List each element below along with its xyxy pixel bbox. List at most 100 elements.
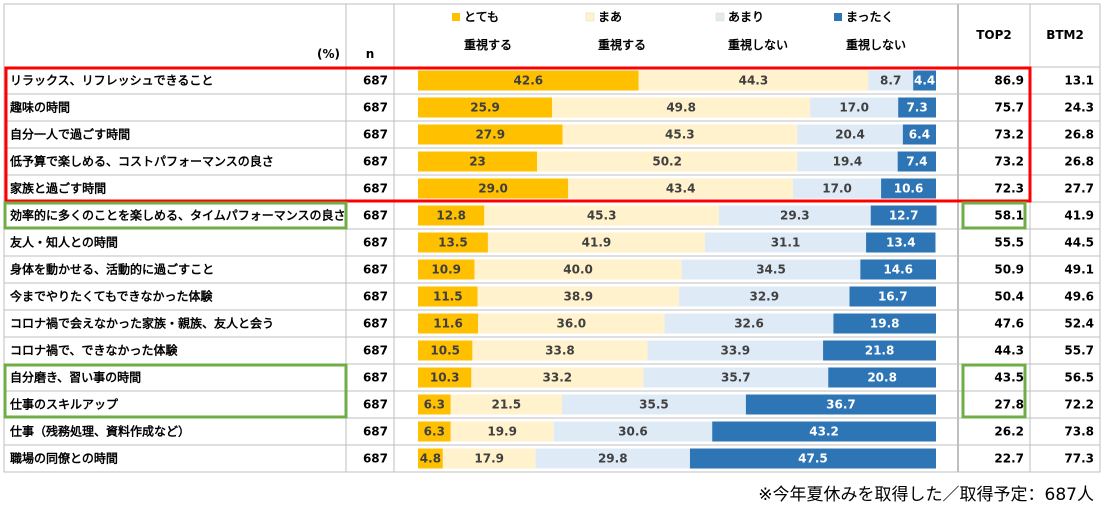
top2-value: 50.9 <box>994 263 1024 277</box>
n-value: 687 <box>363 236 388 250</box>
data-label: 36.0 <box>557 317 587 331</box>
data-label: 4.4 <box>914 74 935 88</box>
bar-segment <box>472 340 648 361</box>
category-label: 家族と過ごす時間 <box>10 181 106 196</box>
green-highlight-top2-box <box>961 201 1027 230</box>
data-label: 33.8 <box>545 344 575 358</box>
data-label: 43.2 <box>809 425 839 439</box>
bar-segment <box>418 448 443 469</box>
data-label: 7.4 <box>906 155 927 169</box>
bar-segment <box>418 313 479 334</box>
bar-segment <box>535 448 690 469</box>
bar-segment <box>897 151 936 172</box>
bar-segment <box>860 259 936 280</box>
bar-segment <box>745 394 936 415</box>
data-label: 10.5 <box>430 344 460 358</box>
legend-label: 重視しない <box>846 37 906 52</box>
data-label: 16.7 <box>878 290 908 304</box>
n-value: 687 <box>363 452 388 466</box>
data-label: 10.9 <box>431 263 461 277</box>
legend-label: まあ <box>598 10 622 24</box>
data-label: 10.6 <box>894 182 924 196</box>
category-label: 自分磨き、習い事の時間 <box>10 370 141 385</box>
data-label: 43.4 <box>666 182 696 196</box>
bar-segment <box>418 178 569 199</box>
bar-segment <box>450 421 554 442</box>
bar-segment <box>477 286 680 307</box>
data-label: 12.7 <box>889 209 919 223</box>
bar-segment <box>828 367 936 388</box>
top2-value: 73.2 <box>994 155 1024 169</box>
legend-label: とても <box>464 10 499 24</box>
top2-value: 22.7 <box>994 452 1024 466</box>
n-value: 687 <box>363 101 388 115</box>
btm2-value: 41.9 <box>1064 209 1094 223</box>
legend-label: 重視しない <box>728 37 788 52</box>
btm2-value: 52.4 <box>1064 317 1094 331</box>
data-label: 21.8 <box>865 344 895 358</box>
data-label: 4.8 <box>420 452 441 466</box>
bar-segment <box>868 70 914 91</box>
bar-segment <box>793 178 882 199</box>
bar-segment <box>664 313 834 334</box>
bar-segment <box>704 232 867 253</box>
n-value: 687 <box>363 128 388 142</box>
bar-segment <box>902 124 936 145</box>
top2-value: 44.3 <box>994 344 1024 358</box>
legend-label: まったく <box>846 10 894 24</box>
data-label: 13.4 <box>886 236 916 250</box>
bar-segment <box>418 70 639 91</box>
bar-segment <box>870 205 937 226</box>
data-label: 6.4 <box>909 128 930 142</box>
category-label: 趣味の時間 <box>9 100 70 115</box>
data-label: 34.5 <box>756 263 786 277</box>
btm2-header: BTM2 <box>1046 28 1084 42</box>
top2-value: 75.7 <box>994 101 1024 115</box>
bar-segment <box>418 286 478 307</box>
bar-segment <box>689 448 936 469</box>
data-label: 35.7 <box>721 371 751 385</box>
data-label: 47.5 <box>798 452 828 466</box>
bar-segment <box>647 340 824 361</box>
bar-segment <box>487 232 705 253</box>
data-label: 13.5 <box>438 236 468 250</box>
top2-value: 27.8 <box>994 398 1024 412</box>
data-label: 29.0 <box>478 182 508 196</box>
data-label: 38.9 <box>564 290 594 304</box>
bar-segment <box>810 97 899 118</box>
data-label: 14.6 <box>883 263 913 277</box>
data-label: 11.6 <box>433 317 463 331</box>
bar-segment <box>833 313 936 334</box>
bar-segment <box>797 124 903 145</box>
bar-segment <box>418 124 563 145</box>
bar-segment <box>881 178 936 199</box>
green-highlight-label-box <box>3 363 348 419</box>
data-label: 20.8 <box>867 371 897 385</box>
btm2-value: 49.6 <box>1064 290 1094 304</box>
btm2-value: 27.7 <box>1064 182 1094 196</box>
data-label: 17.9 <box>474 452 504 466</box>
btm2-value: 55.7 <box>1064 344 1094 358</box>
legend-label: 重視する <box>598 37 646 52</box>
bar-segment <box>679 286 850 307</box>
footnote: ※今年夏休みを取得した／取得予定：687人 <box>758 485 1094 505</box>
data-label: 50.2 <box>652 155 682 169</box>
data-label: 12.8 <box>436 209 466 223</box>
top2-value: 43.5 <box>994 371 1024 385</box>
bar-segment <box>552 97 811 118</box>
btm2-value: 44.5 <box>1064 236 1094 250</box>
btm2-value: 72.2 <box>1064 398 1094 412</box>
data-label: 44.3 <box>739 74 769 88</box>
bar-segment <box>797 151 898 172</box>
bar-segment <box>471 367 644 388</box>
data-label: 40.0 <box>563 263 593 277</box>
top2-header: TOP2 <box>976 28 1012 42</box>
n-header: n <box>366 47 375 61</box>
data-label: 32.9 <box>749 290 779 304</box>
top2-value: 26.2 <box>994 425 1024 439</box>
data-label: 35.5 <box>639 398 669 412</box>
green-highlight-label-box <box>3 201 348 230</box>
data-label: 8.7 <box>880 74 901 88</box>
category-label: 効率的に多くのことを楽しめる、タイムパフォーマンスの良さ <box>10 208 346 223</box>
